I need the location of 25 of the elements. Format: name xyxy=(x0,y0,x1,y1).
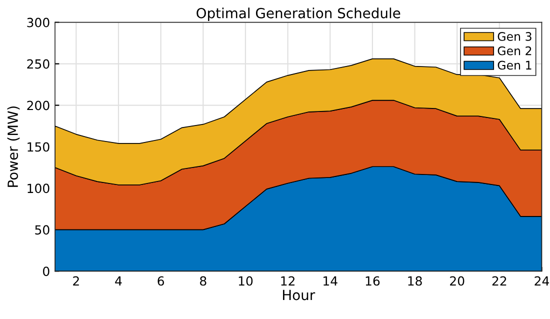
x-tick-label: 24 xyxy=(534,276,549,286)
x-tick-label: 20 xyxy=(450,276,464,286)
x-tick-label: 16 xyxy=(366,276,380,286)
y-tick-label: 200 xyxy=(27,100,50,110)
legend-label: Gen 2 xyxy=(498,46,532,56)
x-tick-label: 10 xyxy=(238,276,253,286)
y-tick-label: 250 xyxy=(27,59,50,69)
y-tick-label: 50 xyxy=(35,225,50,235)
x-tick-label: 6 xyxy=(158,276,164,286)
legend-label: Gen 1 xyxy=(498,60,532,70)
x-tick-label: 12 xyxy=(281,276,294,286)
y-tick-label: 0 xyxy=(43,266,50,276)
x-tick-label: 2 xyxy=(73,276,79,286)
x-axis-title: Hour xyxy=(283,290,316,300)
x-tick-label: 14 xyxy=(324,276,338,286)
y-tick-label: 150 xyxy=(28,142,50,152)
y-tick-label: 300 xyxy=(27,18,50,28)
x-tick-label: 8 xyxy=(200,276,206,286)
y-axis-title: Power (MW) xyxy=(7,106,20,187)
x-tick-label: 22 xyxy=(492,276,506,286)
legend-label: Gen 3 xyxy=(498,32,532,41)
y-tick-label: 100 xyxy=(28,184,50,194)
chart-title: Optimal Generation Schedule xyxy=(196,8,400,22)
x-tick-label: 4 xyxy=(115,276,122,286)
x-tick-label: 18 xyxy=(408,276,422,286)
